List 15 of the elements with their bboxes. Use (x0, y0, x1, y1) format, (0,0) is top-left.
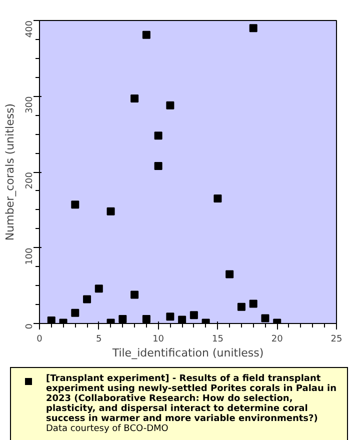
x-tick-label: 5 (96, 334, 102, 344)
y-tick-label: 0 (25, 323, 35, 330)
text: Data courtesy of BCO-DMO (46, 424, 168, 434)
x-tick-label: 25 (330, 334, 342, 344)
legend-label: [Transplant experiment] - Results of a field transplant experiment using newly-settled Porites corals in Palau in 2023 (Collaborative Research: How do selection, plasticity, and dispersal interact to determine coral success in warmer and more variable environments?) (46, 374, 337, 424)
x-tick-label: 0 (36, 334, 43, 344)
x-tick-label: 15 (212, 334, 224, 344)
y-tick-label: 400 (25, 20, 35, 38)
y-tick-label: 300 (25, 96, 35, 114)
x-tick-label: 10 (152, 334, 164, 344)
x-tick-label: 20 (271, 334, 284, 344)
x-axis-title: Tile_identification (unitless) (111, 346, 264, 360)
y-tick-label: 100 (25, 247, 35, 265)
y-tick-label: 200 (25, 172, 35, 190)
y-axis-title: Number_corals (unitless) (4, 103, 16, 241)
